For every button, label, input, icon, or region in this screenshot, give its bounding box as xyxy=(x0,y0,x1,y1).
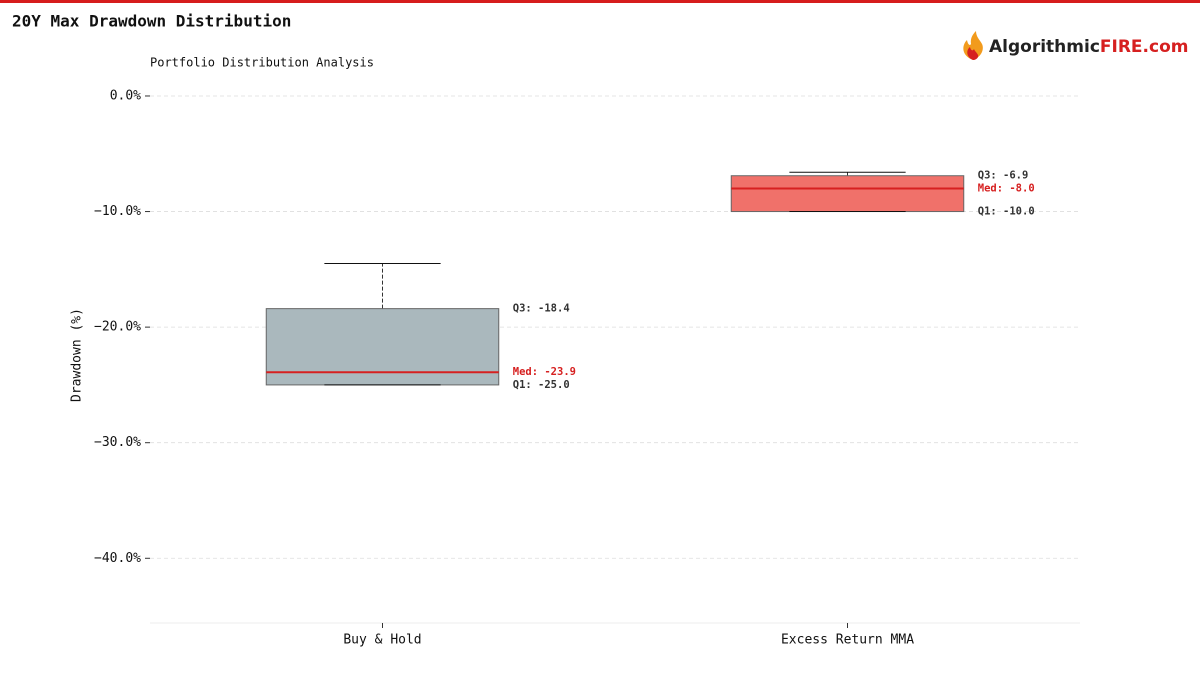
box xyxy=(265,308,500,386)
box xyxy=(730,175,965,213)
q1-label: Q1: -10.0 xyxy=(978,206,1035,218)
y-tick-label: −20.0% xyxy=(94,320,141,335)
y-tick-label: −30.0% xyxy=(94,435,141,450)
logo-text: AlgorithmicFIRE.com xyxy=(989,37,1188,57)
y-tick-label: −10.0% xyxy=(94,204,141,219)
y-tick-label: 0.0% xyxy=(110,88,141,103)
q3-label: Q3: -18.4 xyxy=(513,303,570,315)
x-tick-label: Excess Return MMA xyxy=(781,633,914,648)
median-label: Med: -8.0 xyxy=(978,182,1035,194)
q3-label: Q3: -6.9 xyxy=(978,170,1029,182)
logo-flame-inner xyxy=(967,47,979,60)
top-bar xyxy=(0,0,1200,3)
median-label: Med: -23.9 xyxy=(513,366,576,378)
logo-highlight: FIRE.com xyxy=(1100,37,1189,57)
chart-title: Portfolio Distribution Analysis xyxy=(150,56,374,70)
page-title: 20Y Max Drawdown Distribution xyxy=(12,12,291,31)
y-tick-label: −40.0% xyxy=(94,551,141,566)
logo-name: Algorithmic xyxy=(989,37,1100,57)
logo: AlgorithmicFIRE.com xyxy=(963,31,1188,60)
q1-label: Q1: -25.0 xyxy=(513,379,570,391)
x-tick-label: Buy & Hold xyxy=(343,633,421,648)
y-axis-label: Drawdown (%) xyxy=(70,308,85,402)
